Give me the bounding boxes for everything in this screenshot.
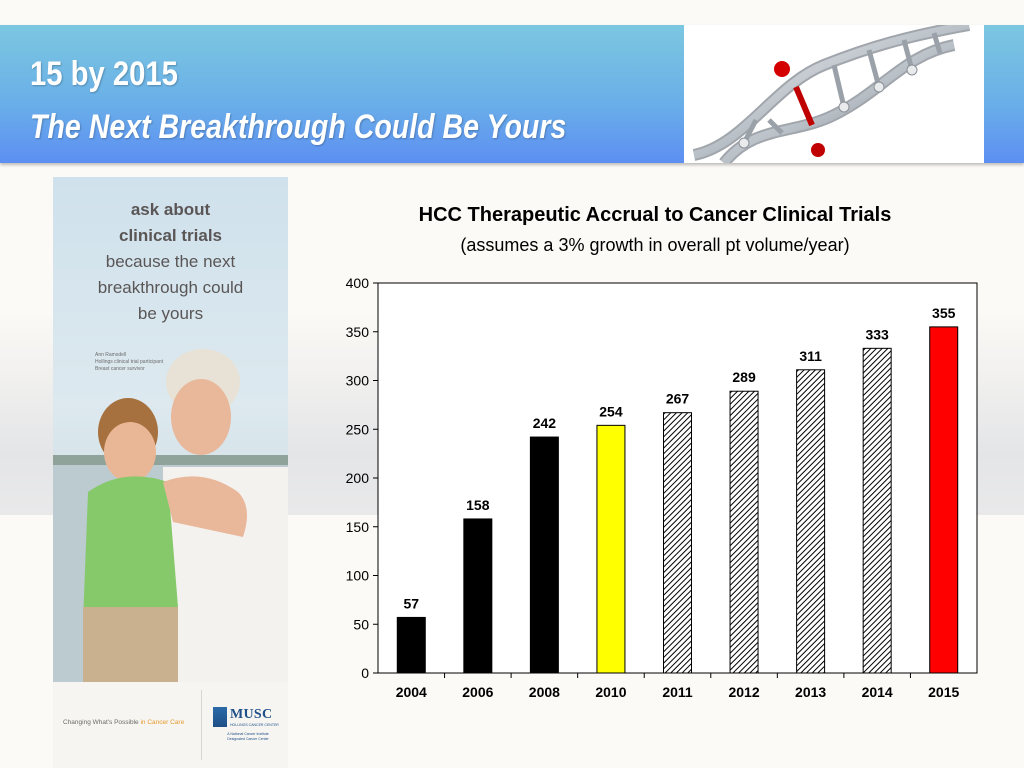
x-tick-label: 2013 (795, 684, 826, 700)
y-tick-label: 100 (346, 568, 370, 584)
musc-logo-note: A National Cancer Institute Designated C… (218, 732, 278, 741)
bar-2006 (463, 518, 493, 674)
x-tick-label: 2014 (862, 684, 893, 700)
bar-2010 (596, 424, 626, 674)
data-label: 267 (666, 391, 690, 407)
y-tick-label: 150 (346, 519, 370, 535)
data-label: 333 (865, 326, 889, 342)
data-label: 158 (466, 497, 490, 513)
y-tick-label: 400 (346, 275, 370, 291)
musc-note-line: Designated Cancer Center (227, 736, 269, 741)
footer-divider (201, 690, 202, 760)
x-tick-label: 2004 (396, 684, 427, 700)
musc-logo-name: MUSC (230, 707, 273, 722)
musc-note-line: A National Cancer Institute (227, 732, 269, 736)
bar-2014 (862, 347, 892, 674)
poster-headline-line: be yours (137, 304, 204, 323)
poster-caption: Ann Ramsdell Hollings clinical trial par… (95, 352, 215, 373)
y-tick-label: 0 (361, 665, 369, 681)
data-label: 57 (403, 595, 419, 611)
page-title: 15 by 2015 (30, 55, 178, 93)
x-tick-label: 2008 (529, 684, 560, 700)
caption-line: Hollings clinical trial participant (95, 359, 164, 365)
musc-logo-subname: HOLLINGS CANCER CENTER (230, 723, 279, 727)
bar-2004 (396, 616, 426, 674)
data-label: 311 (799, 348, 822, 364)
mother-child-photo (53, 177, 288, 682)
x-tick-label: 2010 (595, 684, 626, 700)
y-tick-label: 350 (346, 324, 370, 340)
caption-line: Breast cancer survivor (95, 366, 145, 372)
poster-headline-line: breakthrough could (97, 278, 244, 297)
x-tick-label: 2006 (462, 684, 493, 700)
y-tick-label: 50 (353, 616, 369, 632)
musc-logo: MUSC HOLLINGS CANCER CENTER A National C… (210, 704, 280, 744)
data-label: 242 (533, 415, 557, 431)
dna-helix-image (684, 25, 984, 163)
y-tick-label: 250 (346, 421, 370, 437)
accrual-bar-chart: 0 50 100 150 200 250 300 350 400 57 2004 158 2006 242… (346, 275, 978, 700)
poster-footer: Changing What's Possible in Cancer Care … (53, 682, 288, 768)
bar-2012 (729, 390, 759, 674)
data-label: 254 (599, 403, 623, 419)
bar-2015 (929, 326, 959, 674)
bar-2008 (529, 436, 559, 674)
musc-building-icon (213, 707, 227, 727)
poster-headline-line: ask about (130, 200, 211, 219)
bar-2013 (796, 369, 826, 674)
poster-headline-line: because the next (105, 252, 236, 271)
tagline-prefix: Changing What's Possible (63, 719, 139, 726)
tagline-accent: in Cancer Care (140, 719, 185, 726)
poster-headline: ask about clinical trials because the ne… (53, 197, 288, 327)
page-subtitle: The Next Breakthrough Could Be Yours (30, 108, 567, 146)
clinical-trials-poster: ask about clinical trials because the ne… (53, 177, 288, 768)
poster-headline-line: clinical trials (119, 226, 222, 245)
chart-subtitle: (assumes a 3% growth in overall pt volum… (460, 235, 850, 255)
chart-title: HCC Therapeutic Accrual to Cancer Clinic… (418, 204, 892, 226)
x-tick-label: 2011 (662, 684, 693, 700)
bar-2011 (663, 412, 692, 674)
poster-tagline: Changing What's Possible in Cancer Care (63, 719, 184, 726)
x-tick-label: 2012 (728, 684, 759, 700)
data-label: 355 (932, 305, 956, 321)
data-label: 289 (732, 369, 756, 385)
caption-line: Ann Ramsdell (95, 352, 127, 358)
x-tick-label: 2015 (928, 684, 959, 700)
y-tick-label: 300 (346, 373, 370, 389)
y-tick-label: 200 (346, 470, 370, 486)
